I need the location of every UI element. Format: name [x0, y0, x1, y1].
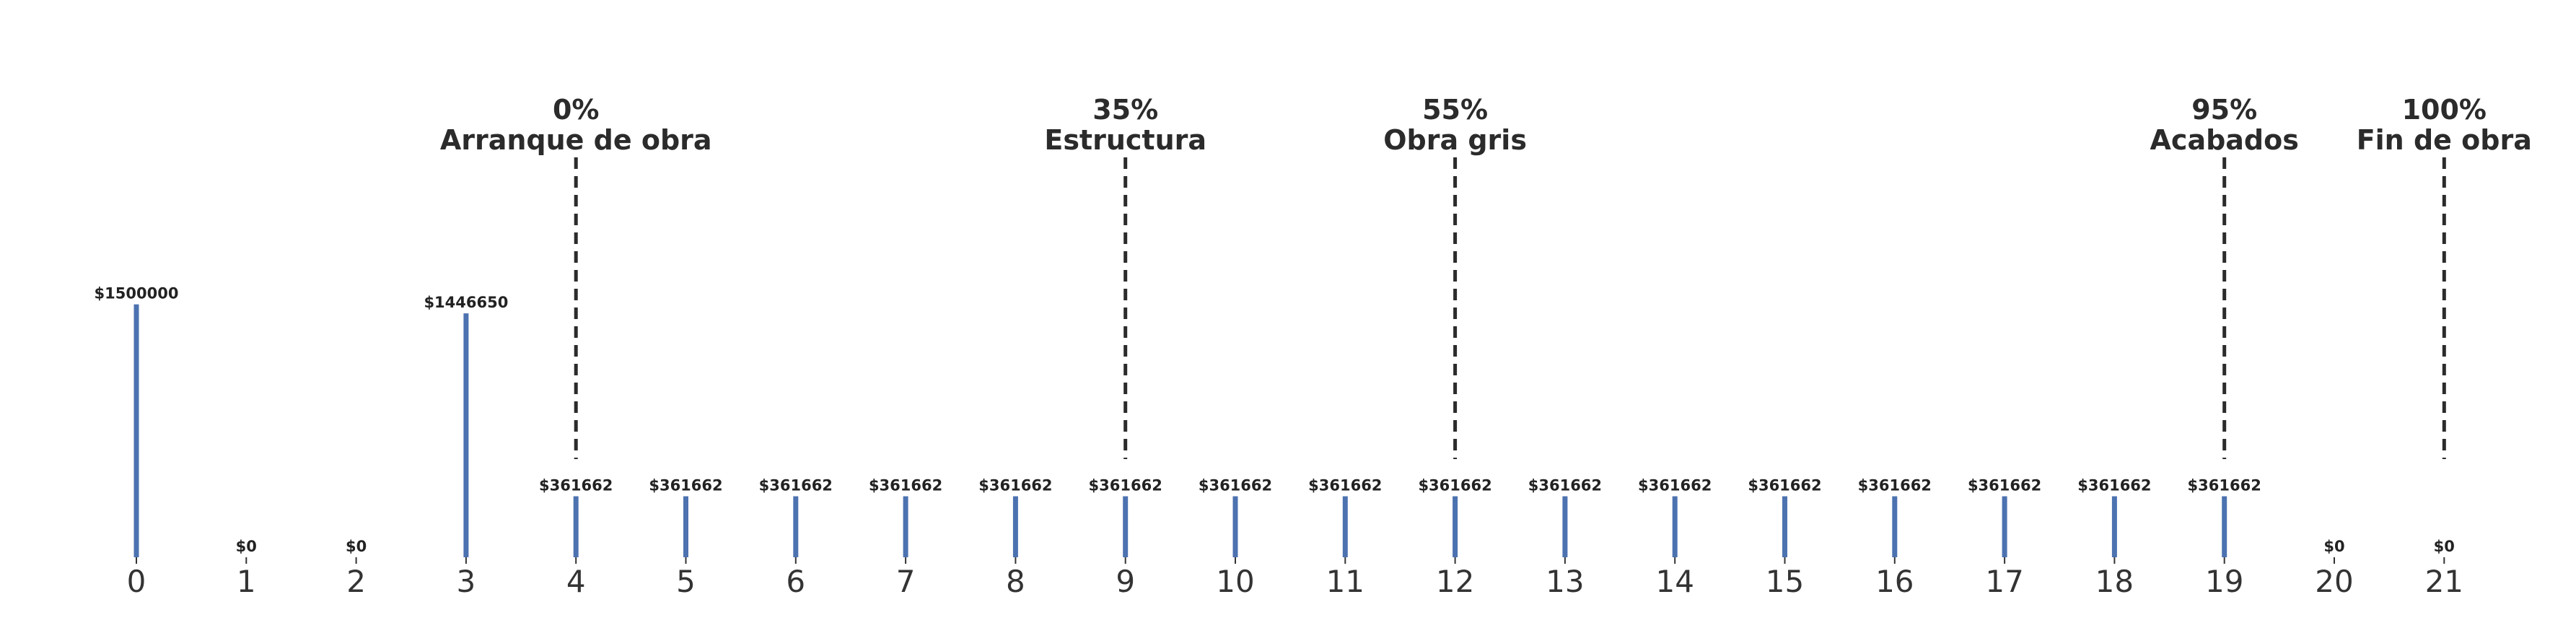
data-label-10: $361662	[1199, 477, 1272, 494]
milestone-percent-4: 100%	[2402, 94, 2487, 126]
x-tick-label-4: 4	[566, 564, 586, 599]
milestone-percent-0: 0%	[553, 94, 600, 126]
x-tick-label-12: 12	[1436, 564, 1474, 599]
x-tick-label-21: 21	[2425, 564, 2463, 599]
bar-4	[573, 496, 579, 557]
milestone-percent-2: 55%	[1422, 94, 1488, 126]
milestone-label-4: Fin de obra	[2357, 124, 2532, 156]
bar-16	[1892, 496, 1898, 557]
x-tick-label-9: 9	[1116, 564, 1135, 599]
bar-13	[1562, 496, 1568, 557]
milestone-percent-1: 35%	[1092, 94, 1158, 126]
milestone-label-1: Estructura	[1044, 124, 1206, 156]
x-axis: 0 1 2 3 4 5 6 7 8 9 10 11 12 13 14 15 16 17 18 19 20 21	[127, 557, 2463, 599]
data-label-13: $361662	[1528, 477, 1602, 494]
x-tick-label-18: 18	[2095, 564, 2134, 599]
bar-9	[1123, 496, 1129, 557]
x-tick-label-20: 20	[2315, 564, 2353, 599]
data-label-5: $361662	[649, 477, 722, 494]
x-tick-label-6: 6	[786, 564, 805, 599]
x-tick-label-8: 8	[1006, 564, 1025, 599]
data-label-12: $361662	[1418, 477, 1491, 494]
bar-7	[903, 496, 908, 557]
data-label-15: $361662	[1748, 477, 1821, 494]
data-label-19: $361662	[2188, 477, 2261, 494]
bar-12	[1453, 496, 1458, 557]
data-label-9: $361662	[1089, 477, 1162, 494]
bar-19	[2222, 496, 2227, 557]
data-label-21: $0	[2434, 538, 2455, 555]
bar-18	[2111, 496, 2117, 557]
bar-10	[1232, 496, 1238, 557]
data-label-17: $361662	[1968, 477, 2041, 494]
bar-15	[1782, 496, 1787, 557]
data-label-14: $361662	[1638, 477, 1712, 494]
x-tick-label-1: 1	[237, 564, 256, 599]
x-tick-label-10: 10	[1216, 564, 1254, 599]
data-label-20: $0	[2323, 538, 2344, 555]
data-label-8: $361662	[978, 477, 1052, 494]
x-tick-label-3: 3	[457, 564, 476, 599]
x-tick-label-14: 14	[1655, 564, 1694, 599]
data-label-4: $361662	[539, 477, 613, 494]
bar-0	[133, 304, 139, 557]
data-label-2: $0	[346, 538, 367, 555]
x-tick-label-11: 11	[1326, 564, 1364, 599]
bar-5	[683, 496, 688, 557]
x-tick-label-7: 7	[896, 564, 916, 599]
x-tick-label-19: 19	[2205, 564, 2243, 599]
x-tick-label-16: 16	[1875, 564, 1914, 599]
x-tick-label-0: 0	[127, 564, 146, 599]
milestones-group: 0%Arranque de obra 35%Estructura 55%Obra g…	[440, 94, 2532, 459]
data-label-7: $361662	[869, 477, 942, 494]
data-label-6: $361662	[759, 477, 833, 494]
data-labels-group: $1500000 $0 $0 $1446650 $361662 $361662 $36166…	[95, 285, 2455, 555]
milestone-label-0: Arranque de obra	[440, 124, 712, 156]
data-label-18: $361662	[2077, 477, 2151, 494]
data-label-0: $1500000	[95, 285, 179, 302]
data-label-11: $361662	[1308, 477, 1382, 494]
milestone-label-2: Obra gris	[1383, 124, 1527, 156]
x-tick-label-2: 2	[346, 564, 366, 599]
bars-group	[133, 304, 2227, 557]
milestone-label-3: Acabados	[2150, 124, 2299, 156]
data-label-3: $1446650	[424, 294, 508, 311]
bar-11	[1342, 496, 1348, 557]
milestone-percent-3: 95%	[2191, 94, 2257, 126]
x-tick-label-13: 13	[1546, 564, 1584, 599]
x-tick-label-15: 15	[1766, 564, 1804, 599]
bar-8	[1012, 496, 1018, 557]
bar-3	[463, 313, 469, 557]
x-tick-label-5: 5	[676, 564, 696, 599]
data-label-1: $0	[236, 538, 257, 555]
bar-17	[2002, 496, 2007, 557]
bar-14	[1672, 496, 1678, 557]
data-label-16: $361662	[1858, 477, 1932, 494]
bar-6	[793, 496, 799, 557]
x-tick-label-17: 17	[1985, 564, 2023, 599]
